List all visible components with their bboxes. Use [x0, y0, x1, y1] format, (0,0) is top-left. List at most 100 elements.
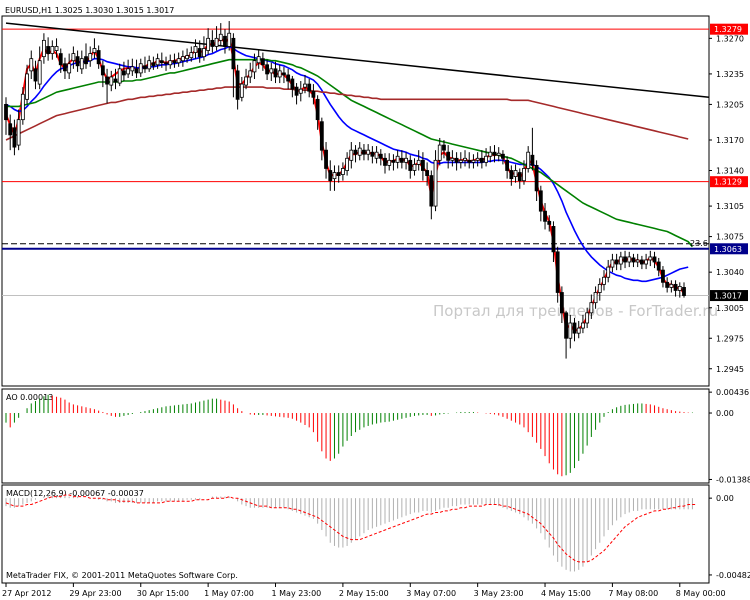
candle [606, 259, 611, 283]
candle [96, 45, 101, 69]
candle-body [648, 256, 653, 261]
candle-body [143, 65, 147, 70]
candle [589, 294, 594, 319]
candle-body [458, 159, 463, 163]
candle [421, 152, 425, 181]
candle [399, 150, 404, 169]
candle-body [454, 157, 459, 163]
candle-body [345, 157, 350, 171]
candle [58, 48, 63, 73]
candle [206, 28, 211, 55]
candle-body [576, 327, 581, 334]
price-tick-label: 1.2945 [716, 365, 744, 374]
symbol-header: EURUSD,H1 1.3025 1.3030 1.3015 1.3017 [5, 6, 174, 15]
candle [256, 50, 261, 69]
candle [454, 152, 459, 171]
candle [88, 46, 93, 67]
candle [180, 50, 185, 67]
candle [189, 46, 194, 62]
candle-body [547, 220, 552, 225]
candle-body [543, 210, 547, 222]
candle [100, 60, 105, 88]
candle-body [290, 78, 295, 90]
candle-body [189, 52, 194, 59]
candle [677, 282, 682, 298]
candle [669, 280, 674, 293]
candle-body [446, 151, 451, 161]
candle [277, 64, 282, 84]
candle [437, 137, 442, 166]
candle [374, 146, 379, 164]
candle [404, 152, 408, 170]
time-tick-label: 2 May 15:00 [339, 589, 389, 598]
candle-body [37, 60, 42, 85]
candle [408, 155, 413, 179]
candle [239, 76, 244, 102]
candle [627, 251, 632, 268]
candle [164, 56, 168, 71]
candle-body [492, 151, 497, 156]
candle-body [227, 32, 232, 47]
candle [168, 54, 173, 69]
candle [25, 64, 29, 105]
candle [185, 48, 189, 63]
candle [387, 153, 392, 171]
ao-axis: 0.00436 0.00 -0.01388 [709, 388, 750, 484]
time-tick-label: 4 May 15:00 [541, 589, 591, 598]
candle-body [25, 73, 29, 100]
candle-body [218, 33, 223, 41]
candle-body [223, 35, 227, 47]
price-box: 1.3063 [710, 243, 748, 255]
time-tick-label: 27 Apr 2012 [2, 589, 51, 598]
candle [496, 147, 501, 162]
candle-body [387, 159, 392, 166]
candle-body [383, 157, 387, 166]
candle-body [471, 159, 476, 163]
candle [349, 142, 354, 169]
candle [252, 53, 257, 79]
candle [467, 152, 472, 169]
candle [172, 53, 177, 68]
candle-body [12, 127, 17, 148]
candle [260, 52, 265, 71]
price-box-label: 1.3017 [714, 292, 742, 301]
candle-body [627, 256, 632, 263]
candle-body [442, 144, 446, 151]
candle-body [357, 147, 362, 156]
candle [218, 23, 223, 47]
candle [319, 117, 324, 161]
candle [286, 68, 291, 90]
candle-body [58, 53, 63, 66]
candle [673, 280, 678, 297]
candle-body [378, 153, 383, 159]
candle [126, 59, 131, 78]
candle [488, 146, 493, 163]
candle-body [429, 175, 434, 207]
ao-tick-label: 0.00436 [716, 388, 749, 397]
candle-body [319, 121, 324, 151]
ao-panel-frame [1, 388, 710, 484]
time-tick-label: 7 May 08:00 [608, 589, 658, 598]
candle-body [682, 287, 686, 296]
candle [357, 142, 362, 161]
price-box: 1.3129 [710, 176, 748, 188]
candle [644, 253, 648, 270]
main-panel-frame [1, 15, 710, 387]
time-tick-label: 3 May 23:00 [474, 589, 524, 598]
price-box-bg [710, 290, 748, 302]
candle-body [433, 159, 438, 207]
candle [4, 97, 8, 135]
candle [450, 150, 455, 167]
candle-body [63, 63, 67, 72]
candle-body [597, 283, 602, 293]
candle-body [623, 256, 627, 263]
candle [665, 277, 670, 293]
candle-body [256, 56, 261, 64]
candle-body [484, 155, 488, 163]
time-tick-label: 1 May 07:00 [204, 589, 254, 598]
time-tick-label: 8 May 00:00 [676, 589, 726, 598]
candle-body [463, 157, 467, 161]
candle [248, 62, 253, 84]
candle [244, 68, 248, 90]
time-tick-label: 1 May 23:00 [272, 589, 322, 598]
